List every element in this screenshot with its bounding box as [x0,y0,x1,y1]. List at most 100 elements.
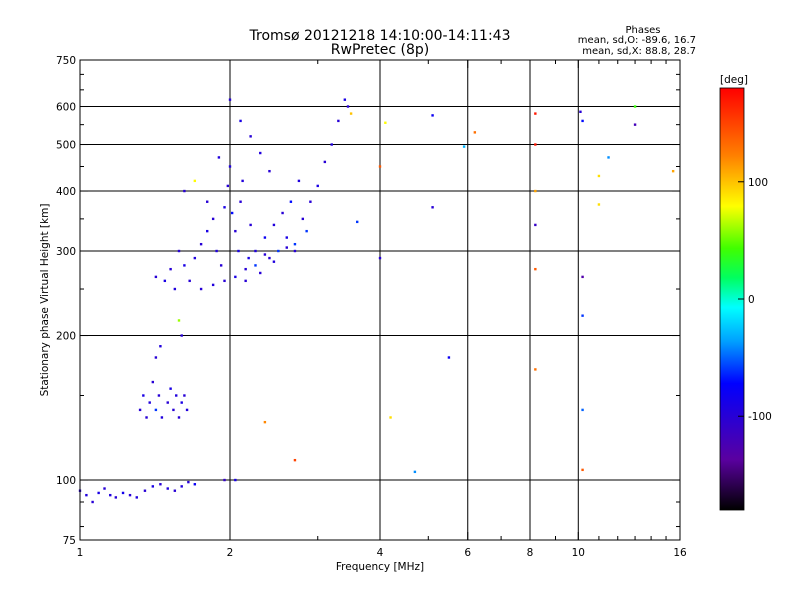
data-point [180,485,183,488]
data-point [633,105,637,108]
data-point [175,394,178,397]
y-tick-label: 100 [56,475,76,487]
data-point [263,253,267,256]
chart-subtitle: RwPretec (8p) [331,42,429,58]
data-point [254,264,257,267]
y-tick-label: 500 [56,140,76,152]
data-point [91,500,94,504]
data-point [581,119,584,123]
data-point [633,123,637,126]
data-point [193,256,197,260]
x-tick-label: 16 [673,547,687,559]
data-point [180,334,183,337]
data-point [154,356,158,359]
data-point [138,408,142,412]
data-point [159,345,162,348]
axis-ticks [79,59,681,540]
data-point [143,489,147,492]
x-tick-label: 6 [464,547,471,559]
x-tick-label: 4 [377,547,384,559]
data-point [199,287,203,291]
stats-line-x: mean, sd,X: 88.8, 28.7 [582,46,696,57]
data-point [289,200,293,203]
data-point [183,264,186,267]
data-point [177,319,181,322]
data-point [263,236,267,239]
data-point [205,200,209,203]
data-point [285,246,288,249]
data-point [211,217,215,221]
data-point [607,156,610,159]
data-point [157,394,161,397]
data-point [581,408,584,412]
x-axis-label: Frequency [MHz] [336,561,424,573]
data-point [337,119,340,123]
data-point [180,401,183,404]
data-point [114,496,118,499]
colorbar-label: [deg] [720,74,748,86]
data-point [223,206,226,209]
data-point [121,491,125,495]
data-point [151,485,155,488]
data-point [187,480,190,484]
colorbar-tick-label: -100 [748,411,772,423]
data-point [85,493,88,497]
data-point [268,256,271,260]
data-point [154,275,158,279]
data-point [173,489,177,492]
data-point [183,394,186,397]
data-point [205,229,209,233]
data-point [228,165,232,168]
stats-line-o: mean, sd,O: -89.6, 16.7 [578,35,696,46]
scatter-points [78,98,675,504]
data-point [579,110,582,113]
data-point [97,491,100,495]
data-point [223,478,226,482]
data-point [169,267,172,271]
data-point [247,256,250,260]
data-point [239,200,242,203]
data-point [166,401,169,404]
data-point [330,143,333,146]
data-point [166,487,169,490]
data-point [199,242,203,246]
data-point [230,211,234,215]
data-point [228,98,232,101]
data-point [128,493,132,497]
data-point [297,179,301,183]
y-tick-label: 400 [56,186,76,198]
data-point [316,184,319,188]
data-point [211,283,215,287]
data-point [249,223,252,227]
data-point [346,105,350,108]
y-axis-label: Stationary phase Virtual Height [km] [39,204,51,397]
data-point [389,416,392,419]
data-point [355,220,359,224]
data-point [268,169,271,173]
data-point [151,380,155,384]
data-point [534,189,537,193]
data-point [159,483,162,486]
data-point [219,264,223,267]
data-point [177,416,181,419]
data-point [272,260,276,263]
data-point [447,356,451,359]
data-point [581,275,584,279]
data-point [534,368,537,371]
data-point [109,493,112,497]
data-point [534,267,537,271]
data-point [234,478,237,482]
data-point [285,236,288,239]
data-point [349,112,353,115]
data-point [234,229,237,233]
x-tick-labels: 1 2 4 6 8 10 16 [77,547,687,559]
data-point [581,314,584,317]
data-point [148,401,151,404]
data-point [259,151,262,155]
data-point [378,165,382,168]
data-point [277,249,280,253]
data-point [215,249,218,253]
data-point [183,189,186,193]
data-point [301,217,305,221]
data-point [293,458,297,462]
